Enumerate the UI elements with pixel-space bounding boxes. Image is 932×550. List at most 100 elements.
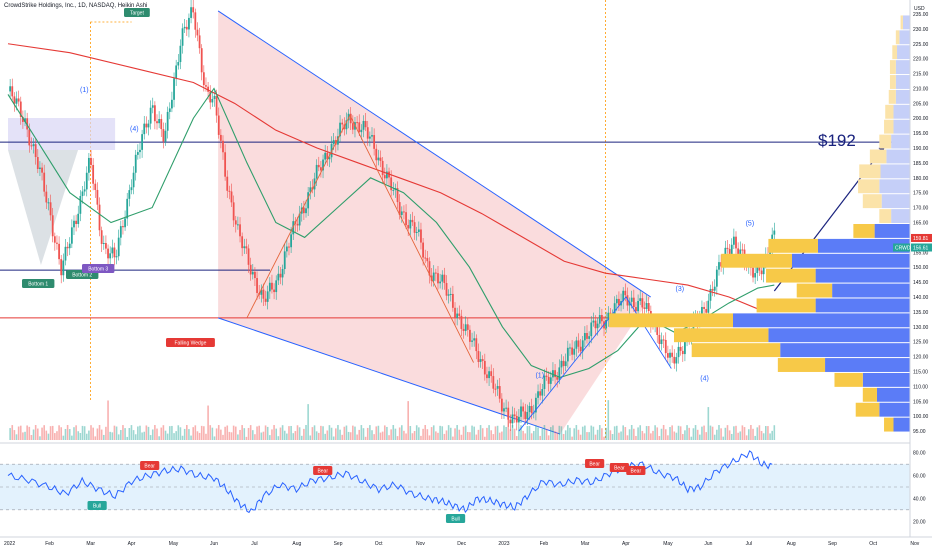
bear-signal-bg [313,466,333,475]
volume-bar [77,431,80,440]
candle-body [581,340,584,352]
candle-body [486,374,488,379]
volume-profile-up-bar [609,313,733,328]
volume-bar [392,425,395,440]
volume-bar [166,433,169,440]
volume-bar [360,425,363,440]
y-tick-label: 230.00 [913,27,929,33]
candle-body [196,29,199,36]
volume-bar [281,425,284,440]
candle-body [509,419,512,424]
y-tick-label: 95.00 [913,429,926,435]
volume-bar [550,427,552,440]
bear-signal-bg [626,466,646,475]
volume-bar [762,433,765,440]
candle-body [13,96,16,104]
volume-bar [373,434,375,440]
volume-bar [579,434,582,440]
candle-body [437,273,439,284]
volume-bar [696,429,699,440]
price-pane[interactable] [0,0,910,440]
volume-profile-up-bar [855,402,880,417]
candle-body [735,236,737,249]
volume-bar [256,426,258,440]
volume-bar [396,436,399,440]
volume-bar [679,426,682,440]
rsi-line [7,450,773,514]
candle-body [302,207,305,214]
volume-bar [613,426,616,440]
volume-bar [741,425,744,440]
volume-bar [415,425,418,440]
candle-body [552,370,554,378]
candle-body [718,262,720,270]
last-price-tag: 159.81 [913,236,929,242]
volume-bar [107,400,109,440]
candle-body [432,272,435,281]
volume-bar [37,428,39,440]
volume-profile-down-bar [893,119,910,134]
candle-body [475,338,478,352]
candle-body [215,95,218,116]
candle-body [151,105,154,108]
candle-body [422,242,424,258]
candle-body [222,140,224,153]
candle-body [320,167,322,171]
volume-bar [643,433,646,440]
volume-bar [656,427,659,440]
volume-bar [701,426,703,440]
volume-profile-down-bar [879,179,910,194]
volume-bar [83,426,86,440]
volume-bar [760,430,763,440]
bull-signal: Bull [451,516,459,522]
volume-bar [188,429,190,440]
volume-bar [134,434,137,440]
volume-bar [303,428,305,440]
candle-body [349,113,352,124]
volume-bar [271,429,273,440]
falling-wedge-area [218,10,651,435]
volume-bar [586,432,588,440]
candle-body [22,116,24,122]
candle-body [175,65,178,79]
candle-body [705,308,708,313]
candle-body [594,320,597,329]
volume-bar [196,431,199,440]
volume-bar [247,427,250,440]
candle-body [405,212,407,226]
volume-profile-up-bar [895,30,900,45]
x-tick-label: Oct [869,541,877,547]
candle-body [701,307,703,319]
volume-bar [452,436,454,440]
rsi-pane[interactable] [0,450,910,514]
volume-bar [81,425,84,440]
volume-bar [124,428,126,440]
candle-body [202,72,205,86]
candle-body [113,247,116,258]
crwd-price-tag-bg [911,243,932,252]
bottom3-label: Bottom 3 [88,266,108,272]
volume-bar [681,434,684,440]
candle-body [164,130,167,142]
volume-bar [677,425,680,440]
volume-bar [458,429,461,440]
candle-body [545,375,548,377]
volume-bar [513,428,516,440]
volume-bar [232,425,235,440]
volume-bar [615,425,618,440]
candle-body [211,99,214,103]
candle-body [368,136,371,139]
candle-body [411,219,414,223]
candle-body [73,220,75,228]
candle-body [456,313,459,318]
volume-profile-down-bar [825,358,910,372]
volume-profile-down-bar [879,402,910,417]
candle-body [400,211,403,215]
volume-profile-down-bar [897,45,910,60]
candle-body [632,297,635,308]
volume-bar [420,435,422,440]
volume-bar [624,427,627,440]
volume-bar [164,430,167,440]
volume-bar [90,425,92,440]
